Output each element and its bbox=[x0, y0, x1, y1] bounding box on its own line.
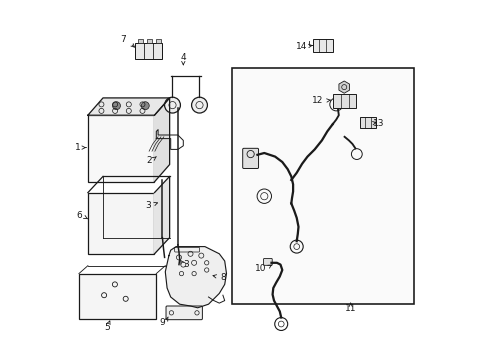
Text: 10: 10 bbox=[254, 264, 265, 273]
FancyBboxPatch shape bbox=[263, 258, 272, 265]
Polygon shape bbox=[154, 98, 169, 182]
Circle shape bbox=[164, 97, 180, 113]
Text: 2: 2 bbox=[146, 156, 151, 165]
Bar bbox=[155, 39, 161, 43]
Bar bbox=[312, 39, 332, 52]
Polygon shape bbox=[79, 274, 156, 319]
FancyBboxPatch shape bbox=[134, 43, 162, 59]
Circle shape bbox=[112, 102, 120, 110]
Text: 5: 5 bbox=[104, 323, 110, 332]
Bar bbox=[359, 117, 375, 128]
Bar bbox=[332, 94, 355, 108]
Text: 1: 1 bbox=[75, 143, 80, 152]
Text: 8: 8 bbox=[220, 273, 225, 282]
Polygon shape bbox=[165, 247, 226, 308]
Text: 11: 11 bbox=[344, 304, 356, 313]
Text: 4: 4 bbox=[180, 53, 186, 62]
Bar bbox=[88, 193, 154, 254]
Bar bbox=[137, 39, 142, 43]
Polygon shape bbox=[154, 176, 169, 254]
Text: 12: 12 bbox=[312, 96, 323, 105]
Text: 9: 9 bbox=[159, 318, 165, 327]
Text: 3: 3 bbox=[183, 260, 189, 269]
Text: 6: 6 bbox=[77, 211, 82, 220]
Text: 3: 3 bbox=[145, 201, 151, 210]
Circle shape bbox=[141, 102, 149, 110]
Polygon shape bbox=[88, 98, 169, 115]
Text: 14: 14 bbox=[295, 41, 306, 50]
Bar bbox=[88, 115, 154, 182]
Bar bbox=[146, 39, 152, 43]
Text: 7: 7 bbox=[121, 35, 126, 44]
Circle shape bbox=[191, 97, 207, 113]
FancyBboxPatch shape bbox=[166, 306, 202, 320]
Bar bbox=[231, 68, 413, 304]
Text: 13: 13 bbox=[372, 118, 384, 127]
FancyBboxPatch shape bbox=[242, 148, 258, 168]
